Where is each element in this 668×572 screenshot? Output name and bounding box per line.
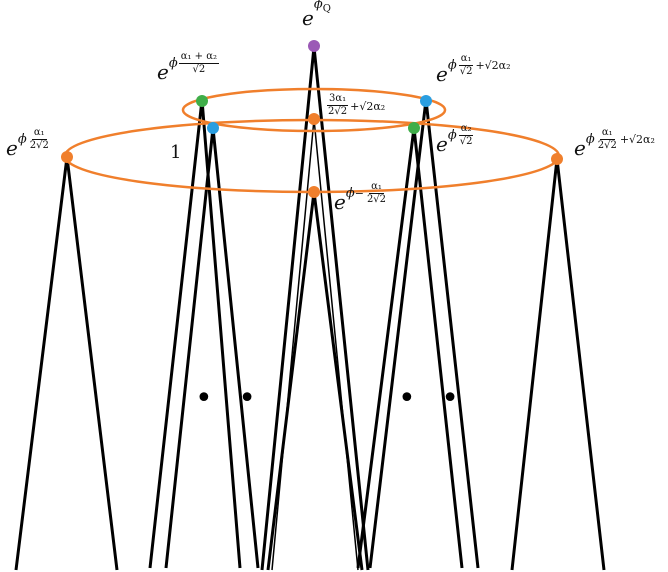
dot-inner-right xyxy=(408,122,420,134)
label-upper-left-exp: ϕ xyxy=(168,56,178,71)
label-upper-right-den: √2 xyxy=(459,66,473,77)
label-center-upper: 3α₁ 2√2 +√2α₂ xyxy=(325,94,385,117)
label-inner-right: eϕ α₂ √2 xyxy=(436,124,475,157)
label-far-right-den: 2√2 xyxy=(597,140,617,151)
label-top-sub: Q xyxy=(322,3,331,15)
label-inner-right-exp: ϕ xyxy=(447,128,457,143)
dot-far-left xyxy=(61,151,73,163)
label-upper-right-num: α₁ xyxy=(458,53,474,66)
dot-upper-left xyxy=(196,95,208,107)
label-far-right-base: e xyxy=(574,136,586,160)
label-upper-right-exp: ϕ xyxy=(447,58,457,73)
label-inner-right-base: e xyxy=(436,132,448,156)
label-upper-left-base: e xyxy=(157,60,169,84)
label-far-right-num: α₁ xyxy=(599,127,615,140)
label-center-lower-exp: ϕ xyxy=(345,186,355,201)
label-center-lower-num: α₁ xyxy=(369,181,384,194)
label-far-left-base: e xyxy=(6,136,18,160)
dot-inner-left xyxy=(207,122,219,134)
label-far-right-exp: ϕ xyxy=(585,132,595,147)
ellipse-inner xyxy=(181,87,447,133)
dot-far-right xyxy=(551,153,563,165)
label-far-left-den: 2√2 xyxy=(29,140,49,151)
label-inner-right-num: α₂ xyxy=(458,123,474,136)
label-upper-left-num: α₁ + α₂ xyxy=(178,51,219,64)
label-one: 1 xyxy=(170,142,182,163)
label-center-lower-sign: − xyxy=(354,187,364,200)
label-far-right: eϕ α₁ 2√2 +√2α₂ xyxy=(574,128,655,161)
label-upper-left-den: √2 xyxy=(192,64,206,75)
label-top: eϕQ xyxy=(302,0,331,30)
cone-upper-right-outer xyxy=(368,99,480,569)
dot-upper-right xyxy=(420,95,432,107)
label-far-left: eϕ α₁ 2√2 xyxy=(6,128,52,161)
cone-far-right xyxy=(510,158,606,571)
label-center-upper-tail: +√2α₂ xyxy=(350,100,386,113)
label-far-left-num: α₁ xyxy=(31,127,47,140)
cone-upper-left-outer xyxy=(148,99,242,569)
label-far-right-tail: +√2α₂ xyxy=(619,133,655,146)
dot-center-lower xyxy=(308,186,320,198)
label-top-base: e xyxy=(302,6,314,30)
label-inner-right-den: √2 xyxy=(459,136,473,147)
ellipsis-right: • • xyxy=(398,381,467,416)
label-upper-right-base: e xyxy=(436,62,448,86)
label-upper-right: eϕ α₁ √2 +√2α₂ xyxy=(436,54,511,87)
dot-center-upper xyxy=(308,113,320,125)
label-center-lower: eϕ− α₁ 2√2 xyxy=(334,182,389,215)
label-center-lower-den: 2√2 xyxy=(366,194,387,205)
label-center-lower-base: e xyxy=(334,190,346,214)
dot-top xyxy=(308,40,320,52)
label-upper-right-tail: +√2α₂ xyxy=(475,59,511,72)
label-far-left-exp: ϕ xyxy=(17,132,27,147)
ellipsis-left: • • xyxy=(195,381,264,416)
label-upper-left: eϕ α₁ + α₂ √2 xyxy=(157,52,220,85)
label-center-upper-num: 3α₁ xyxy=(326,93,349,106)
label-top-exp: ϕ xyxy=(313,0,323,12)
cones xyxy=(14,46,606,571)
cone-far-left xyxy=(14,156,119,571)
label-center-upper-den: 2√2 xyxy=(328,106,348,117)
cone-upper-left-inner xyxy=(164,127,260,569)
